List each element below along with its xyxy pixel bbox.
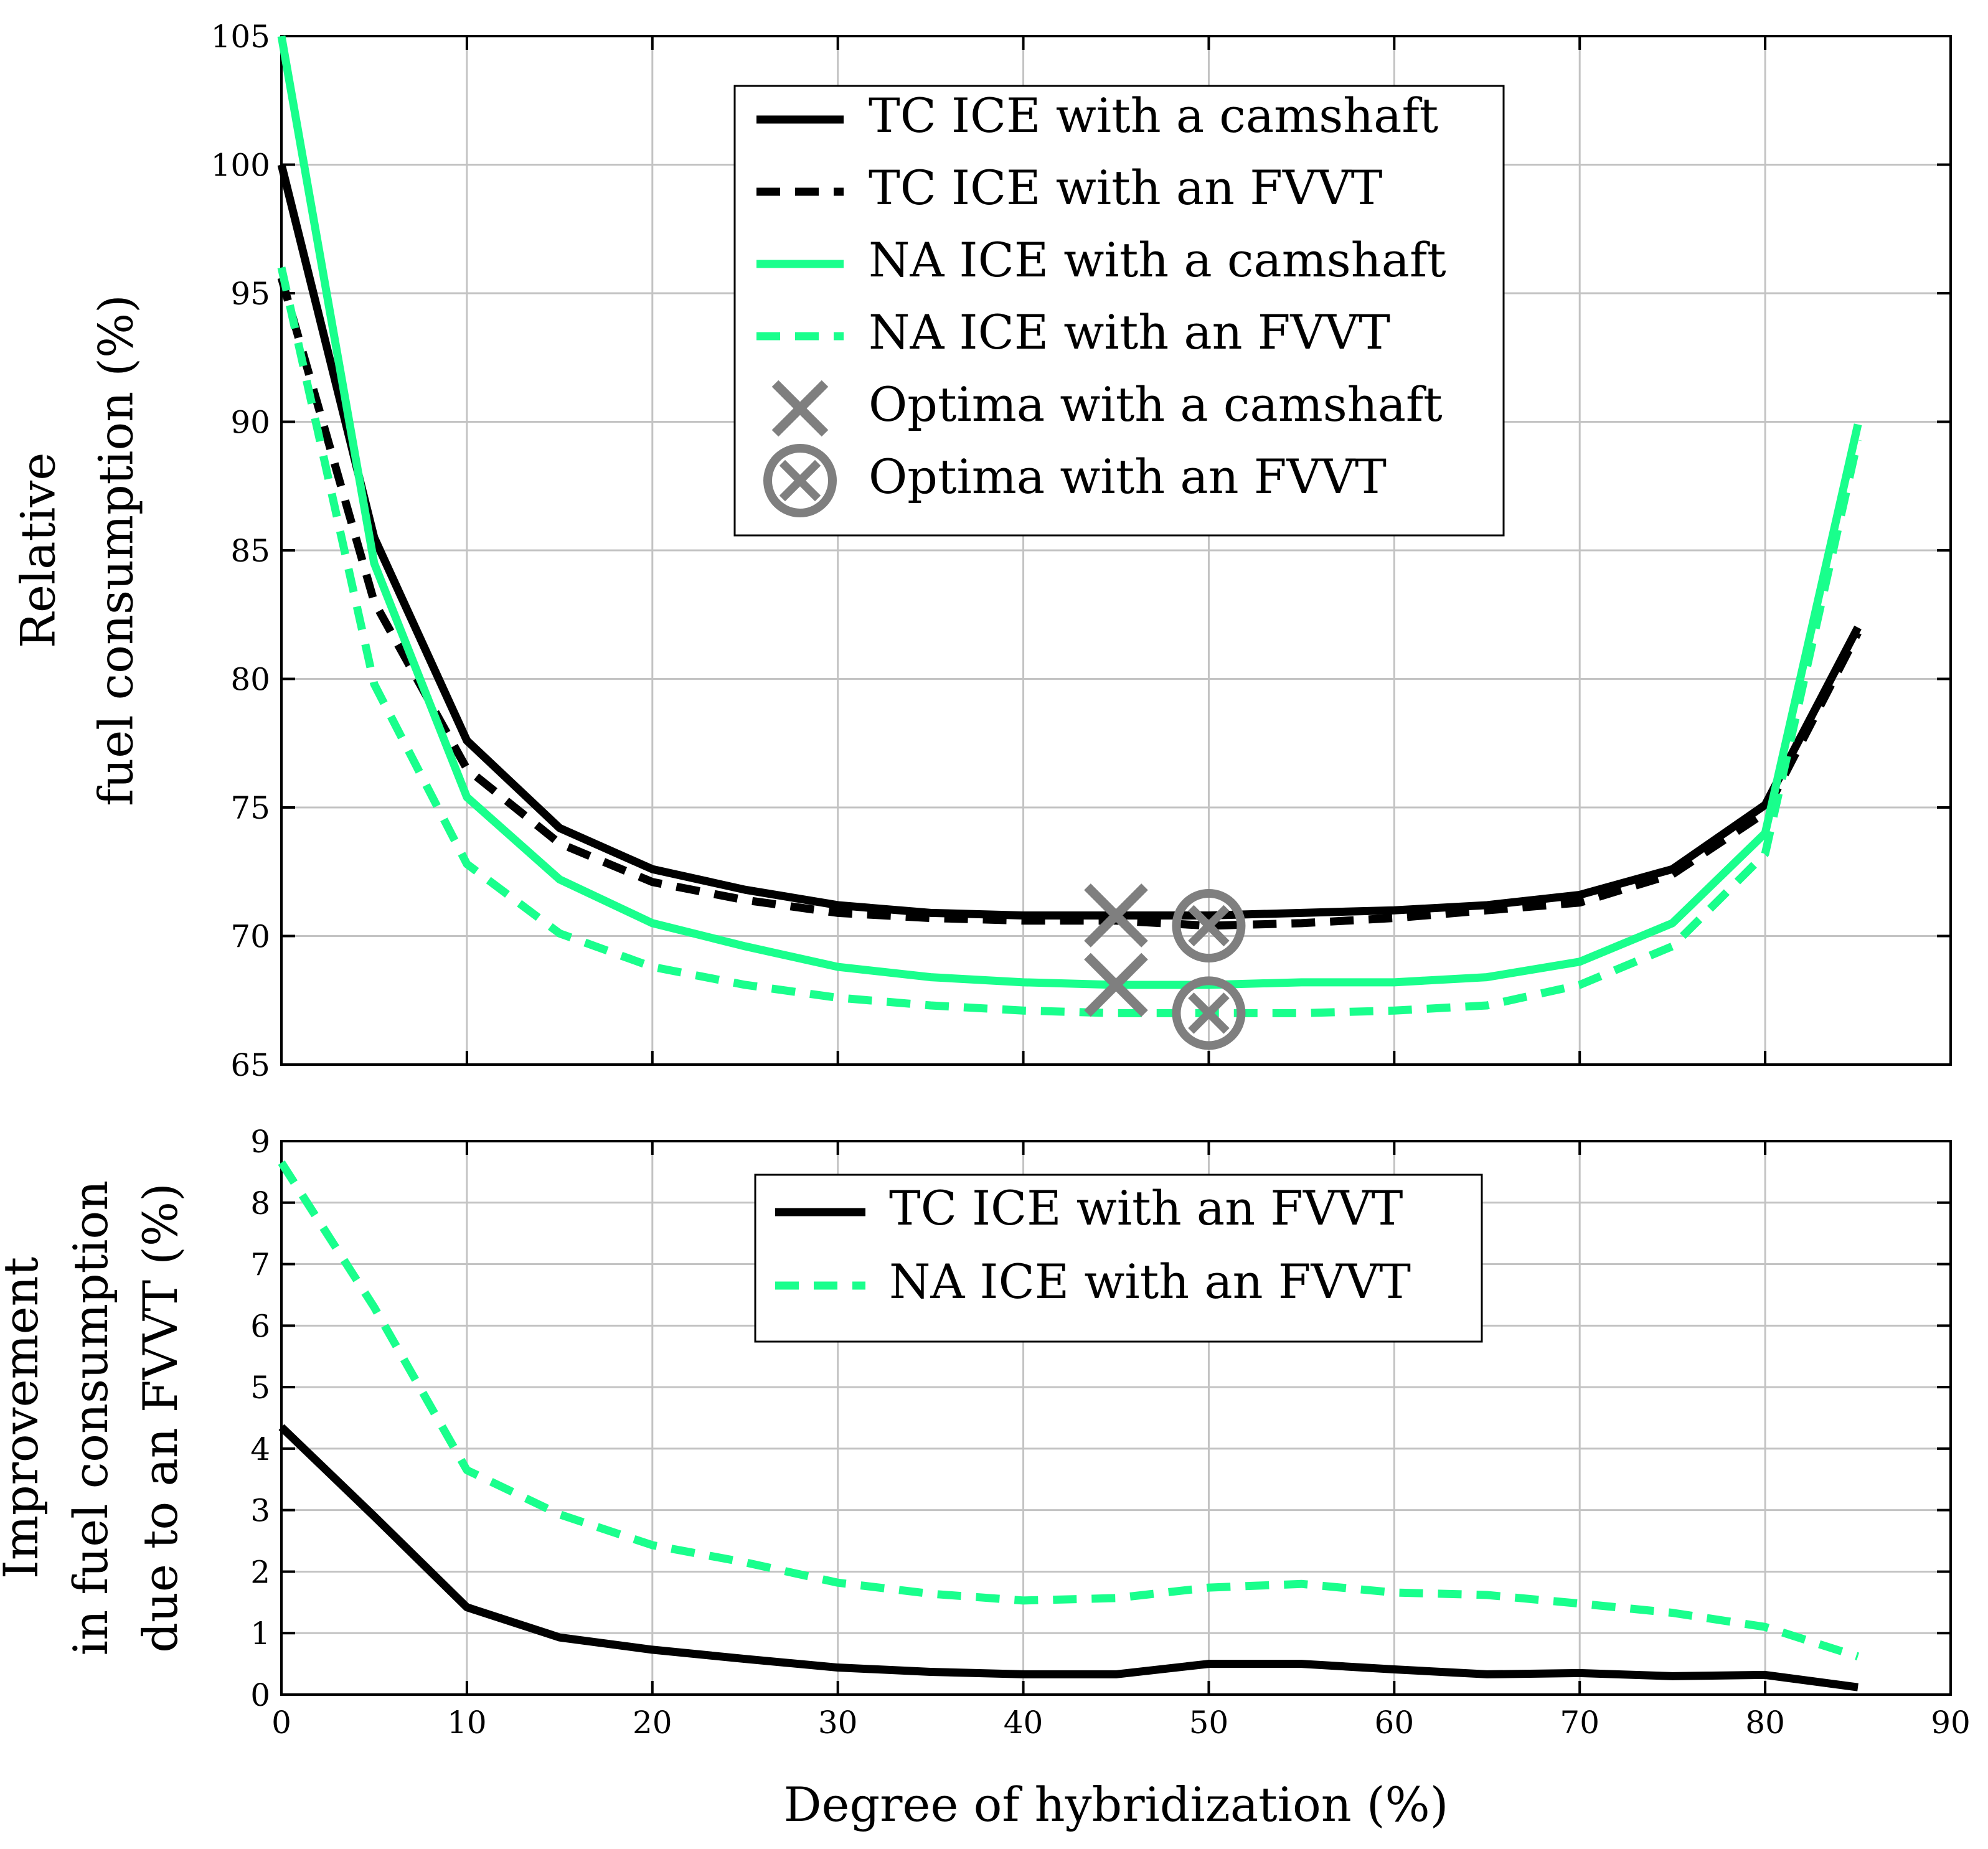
legend-label: NA ICE with an FVVT — [889, 1254, 1411, 1309]
y-tick-label: 4 — [250, 1431, 270, 1467]
y-tick-label: 85 — [230, 533, 270, 569]
legend-label: TC ICE with an FVVT — [889, 1180, 1403, 1236]
series-line-1 — [278, 1424, 1858, 1691]
series-line-3 — [277, 35, 1862, 989]
optima-camshaft-marker — [1084, 953, 1148, 1017]
y-axis-title: Relative — [11, 453, 66, 649]
y-tick-label: 95 — [230, 276, 270, 312]
x-tick-label: 50 — [1189, 1705, 1229, 1741]
marker-stroke — [1188, 992, 1230, 1034]
optima-fvvt-marker — [1172, 976, 1246, 1050]
legend-swatch — [779, 459, 821, 502]
y-tick-label: 105 — [211, 19, 270, 55]
y-tick-label: 8 — [250, 1185, 270, 1221]
x-tick-label: 70 — [1560, 1705, 1599, 1741]
y-tick-label: 2 — [250, 1554, 270, 1590]
x-axis-title: Degree of hybridization (%) — [784, 1777, 1449, 1832]
marker-stroke — [1084, 883, 1148, 948]
y-tick-label: 75 — [230, 790, 270, 826]
y-tick-label: 6 — [250, 1308, 270, 1344]
y-tick-label: 7 — [250, 1247, 270, 1283]
x-tick-label: 30 — [818, 1705, 858, 1741]
plot-frame — [280, 1140, 1952, 1696]
chart-panel-2: 0 10 20 30 40 50 60 70 80 90 0 1 2 3 4 5 6 7 8 9 TC ICE with… — [0, 1124, 1971, 1832]
y-tick-label: 0 — [250, 1677, 270, 1713]
y-axis-title: fuel consumption (%) — [88, 294, 144, 806]
y-tick-label: 3 — [250, 1493, 270, 1529]
x-tick-label: 40 — [1004, 1705, 1043, 1741]
series-line-4 — [277, 266, 1862, 1017]
x-tick-label: 80 — [1745, 1705, 1785, 1741]
legend-swatch — [771, 380, 829, 437]
legend-box — [754, 1174, 1483, 1343]
y-tick-label: 9 — [250, 1124, 270, 1160]
legend-label: TC ICE with a camshaft — [869, 88, 1438, 143]
legend-swatch — [763, 444, 837, 517]
legend-label: NA ICE with an FVVT — [869, 304, 1390, 360]
x-tick-label: 10 — [447, 1705, 487, 1741]
y-tick-label: 1 — [250, 1616, 270, 1652]
y-axis-title: Improvement — [0, 1257, 49, 1579]
y-tick-label: 100 — [211, 148, 270, 184]
x-tick-label: 90 — [1931, 1705, 1971, 1741]
chart-panel-1: 65 70 75 80 85 90 95 100 105 TC ICE with a camsha… — [11, 19, 1952, 1083]
y-tick-label: 90 — [230, 405, 270, 441]
legend-label: TC ICE with an FVVT — [869, 160, 1382, 215]
y-tick-label: 65 — [230, 1047, 270, 1083]
x-tick-label: 60 — [1375, 1705, 1415, 1741]
y-tick-label: 80 — [230, 662, 270, 698]
optima-fvvt-marker — [1172, 888, 1246, 962]
series-line-2 — [277, 276, 1862, 930]
y-tick-label: 5 — [250, 1370, 270, 1406]
legend-label: NA ICE with a camshaft — [869, 232, 1446, 288]
legend-label: Optima with a camshaft — [869, 377, 1443, 432]
legend-label: Optima with an FVVT — [869, 449, 1387, 504]
legend: TC ICE with an FVVT NA ICE with an FVVT — [754, 1174, 1483, 1343]
marker-circle — [1172, 976, 1246, 1050]
series-line-2 — [278, 1160, 1860, 1660]
marker-stroke — [1188, 905, 1230, 947]
legend: TC ICE with a camshaft TC ICE with an FVV… — [733, 85, 1505, 537]
marker-circle — [1172, 888, 1246, 962]
y-axis-title: in fuel consumption — [63, 1180, 118, 1655]
legend-box — [733, 85, 1505, 537]
series-line-1 — [277, 163, 1862, 920]
marker-stroke — [1084, 953, 1148, 1017]
x-tick-label: 20 — [633, 1705, 672, 1741]
x-tick-label: 0 — [271, 1705, 291, 1741]
y-axis-title: due to an FVVT (%) — [133, 1183, 188, 1652]
optima-camshaft-marker — [1084, 883, 1148, 948]
y-tick-label: 70 — [230, 919, 270, 955]
